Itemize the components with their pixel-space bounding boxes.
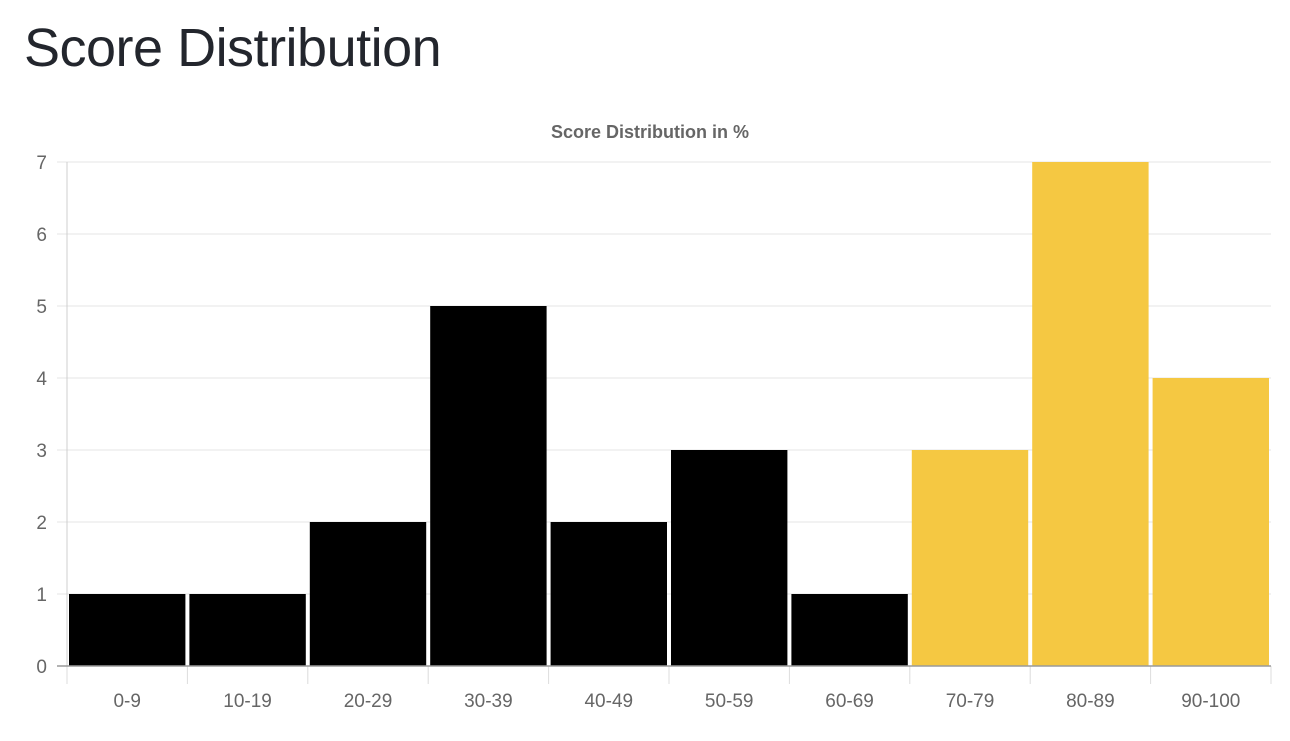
x-tick-label: 40-49 <box>584 691 633 712</box>
y-tick-label: 0 <box>36 657 47 678</box>
bar-70-79[interactable] <box>911 450 1029 666</box>
y-tick-label: 3 <box>36 441 47 462</box>
bars <box>69 162 1269 666</box>
y-tick-label: 7 <box>36 153 47 174</box>
x-tick-label: 20-29 <box>344 691 393 712</box>
y-tick-label: 6 <box>36 225 47 246</box>
bar-40-49[interactable] <box>550 522 667 666</box>
y-tick-labels: 0 1 2 3 4 5 6 7 <box>36 153 47 678</box>
y-tick-label: 4 <box>36 369 47 390</box>
x-tick-label: 50-59 <box>705 691 754 712</box>
x-tick-label: 80-89 <box>1066 691 1115 712</box>
bar-80-89[interactable] <box>1032 162 1149 666</box>
x-tick-label: 90-100 <box>1181 691 1240 712</box>
bar-10-19[interactable] <box>189 594 306 666</box>
chart-title: Score Distribution in % <box>551 122 749 142</box>
bar-90-100[interactable] <box>1152 378 1269 666</box>
page-title: Score Distribution <box>24 18 442 78</box>
bar-0-9[interactable] <box>69 594 186 666</box>
bar-60-69[interactable] <box>791 594 908 666</box>
x-tick-label: 70-79 <box>946 691 995 712</box>
bar-20-29[interactable] <box>309 522 427 666</box>
x-tick-label: 0-9 <box>113 691 140 712</box>
x-tick-label: 60-69 <box>825 691 874 712</box>
bar-50-59[interactable] <box>671 450 788 666</box>
x-tick-label: 30-39 <box>464 691 513 712</box>
y-tick-label: 2 <box>36 513 47 534</box>
y-tick-label: 5 <box>36 297 47 318</box>
bar-30-39[interactable] <box>430 306 547 666</box>
x-tick-label: 10-19 <box>223 691 272 712</box>
y-tick-label: 1 <box>36 585 47 606</box>
x-tick-labels: 0-9 10-19 20-29 30-39 40-49 50-59 60-69 70-79 80… <box>113 691 1240 712</box>
axes <box>57 162 1271 667</box>
